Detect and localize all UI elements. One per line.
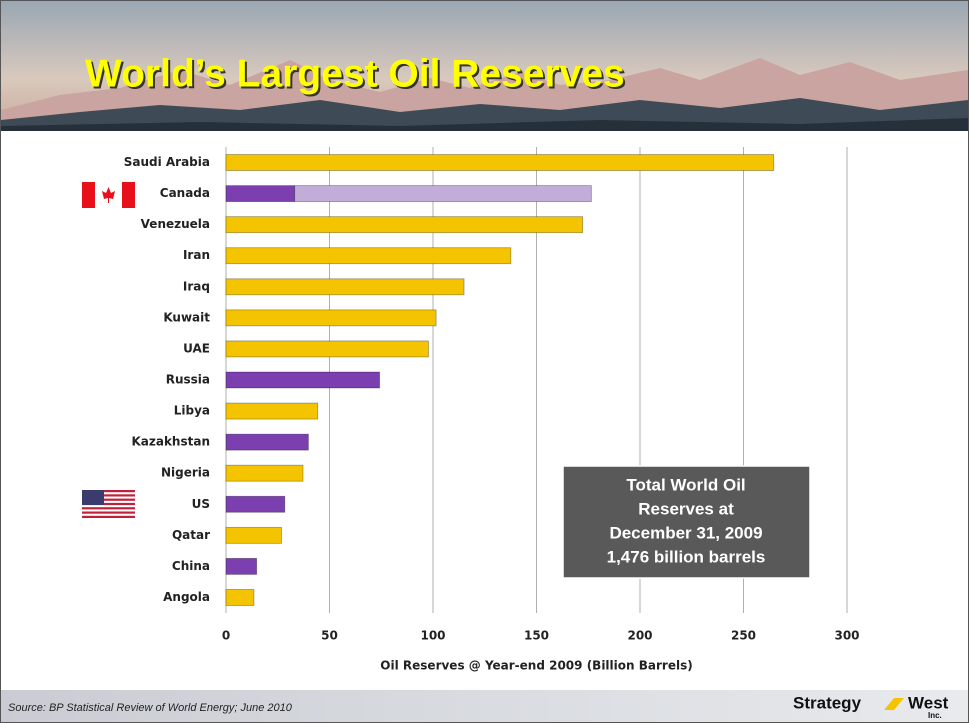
y-tick-label: UAE (183, 341, 210, 355)
y-tick-label: Kuwait (163, 310, 210, 324)
source-note: Source: BP Statistical Review of World E… (8, 702, 293, 714)
header-image (1, 1, 968, 131)
logo-inc: Inc. (928, 711, 942, 720)
annotation-line: December 31, 2009 (609, 523, 762, 542)
y-tick-label: Saudi Arabia (124, 155, 210, 169)
bar (225, 278, 465, 296)
logo-strategy: Strategy (793, 693, 862, 712)
flag-us (82, 490, 135, 518)
y-tick-label: Canada (160, 186, 210, 200)
x-tick-label: 200 (627, 629, 652, 643)
y-tick-label: Angola (163, 590, 210, 604)
bar (225, 216, 584, 234)
flag-canada (82, 182, 135, 208)
x-tick-label: 100 (420, 629, 445, 643)
x-tick-label: 0 (222, 629, 230, 643)
bar (225, 526, 282, 544)
y-tick-label: Iraq (183, 279, 210, 293)
annotation-line: Reserves at (638, 499, 734, 518)
annotation-line: Total World Oil (626, 475, 745, 494)
bar (225, 433, 309, 451)
y-tick-label: Nigeria (161, 466, 210, 480)
bar (225, 558, 258, 575)
bar (225, 495, 286, 513)
y-tick-label: Venezuela (141, 217, 210, 231)
bar (225, 589, 255, 606)
y-tick-label: Iran (183, 248, 210, 262)
logo-west: West (908, 693, 949, 712)
y-tick-label: US (192, 497, 210, 511)
annotation-line: 1,476 billion barrels (607, 547, 766, 566)
x-tick-label: 50 (321, 629, 338, 643)
chart-title: World’s Largest Oil Reserves (85, 52, 625, 95)
bar (225, 340, 429, 358)
bar (225, 309, 437, 327)
footer-bar (1, 690, 968, 722)
bar (225, 154, 775, 171)
y-tick-label: Libya (174, 404, 210, 418)
bar (225, 402, 319, 420)
x-tick-label: 300 (834, 629, 859, 643)
logo-mark (884, 698, 904, 710)
plot: 0 50 100 150 200 250 300 Oil Reserves @ Year-en… (124, 147, 860, 673)
bar (294, 185, 592, 203)
x-tick-label: 150 (524, 629, 549, 643)
y-tick-label: Qatar (172, 528, 210, 542)
title-shadow: World’s Largest Oil Reserves (87, 54, 627, 97)
x-axis-label: Oil Reserves @ Year-end 2009 (Billion Ba… (380, 659, 692, 673)
bar (225, 371, 380, 389)
bar (225, 247, 512, 265)
y-tick-label: China (172, 559, 210, 573)
annotation-box (562, 465, 811, 579)
y-tick-label: Kazakhstan (131, 435, 210, 449)
bar (225, 464, 304, 482)
x-tick-label: 250 (731, 629, 756, 643)
y-tick-label: Russia (166, 373, 210, 387)
bar (225, 185, 296, 203)
